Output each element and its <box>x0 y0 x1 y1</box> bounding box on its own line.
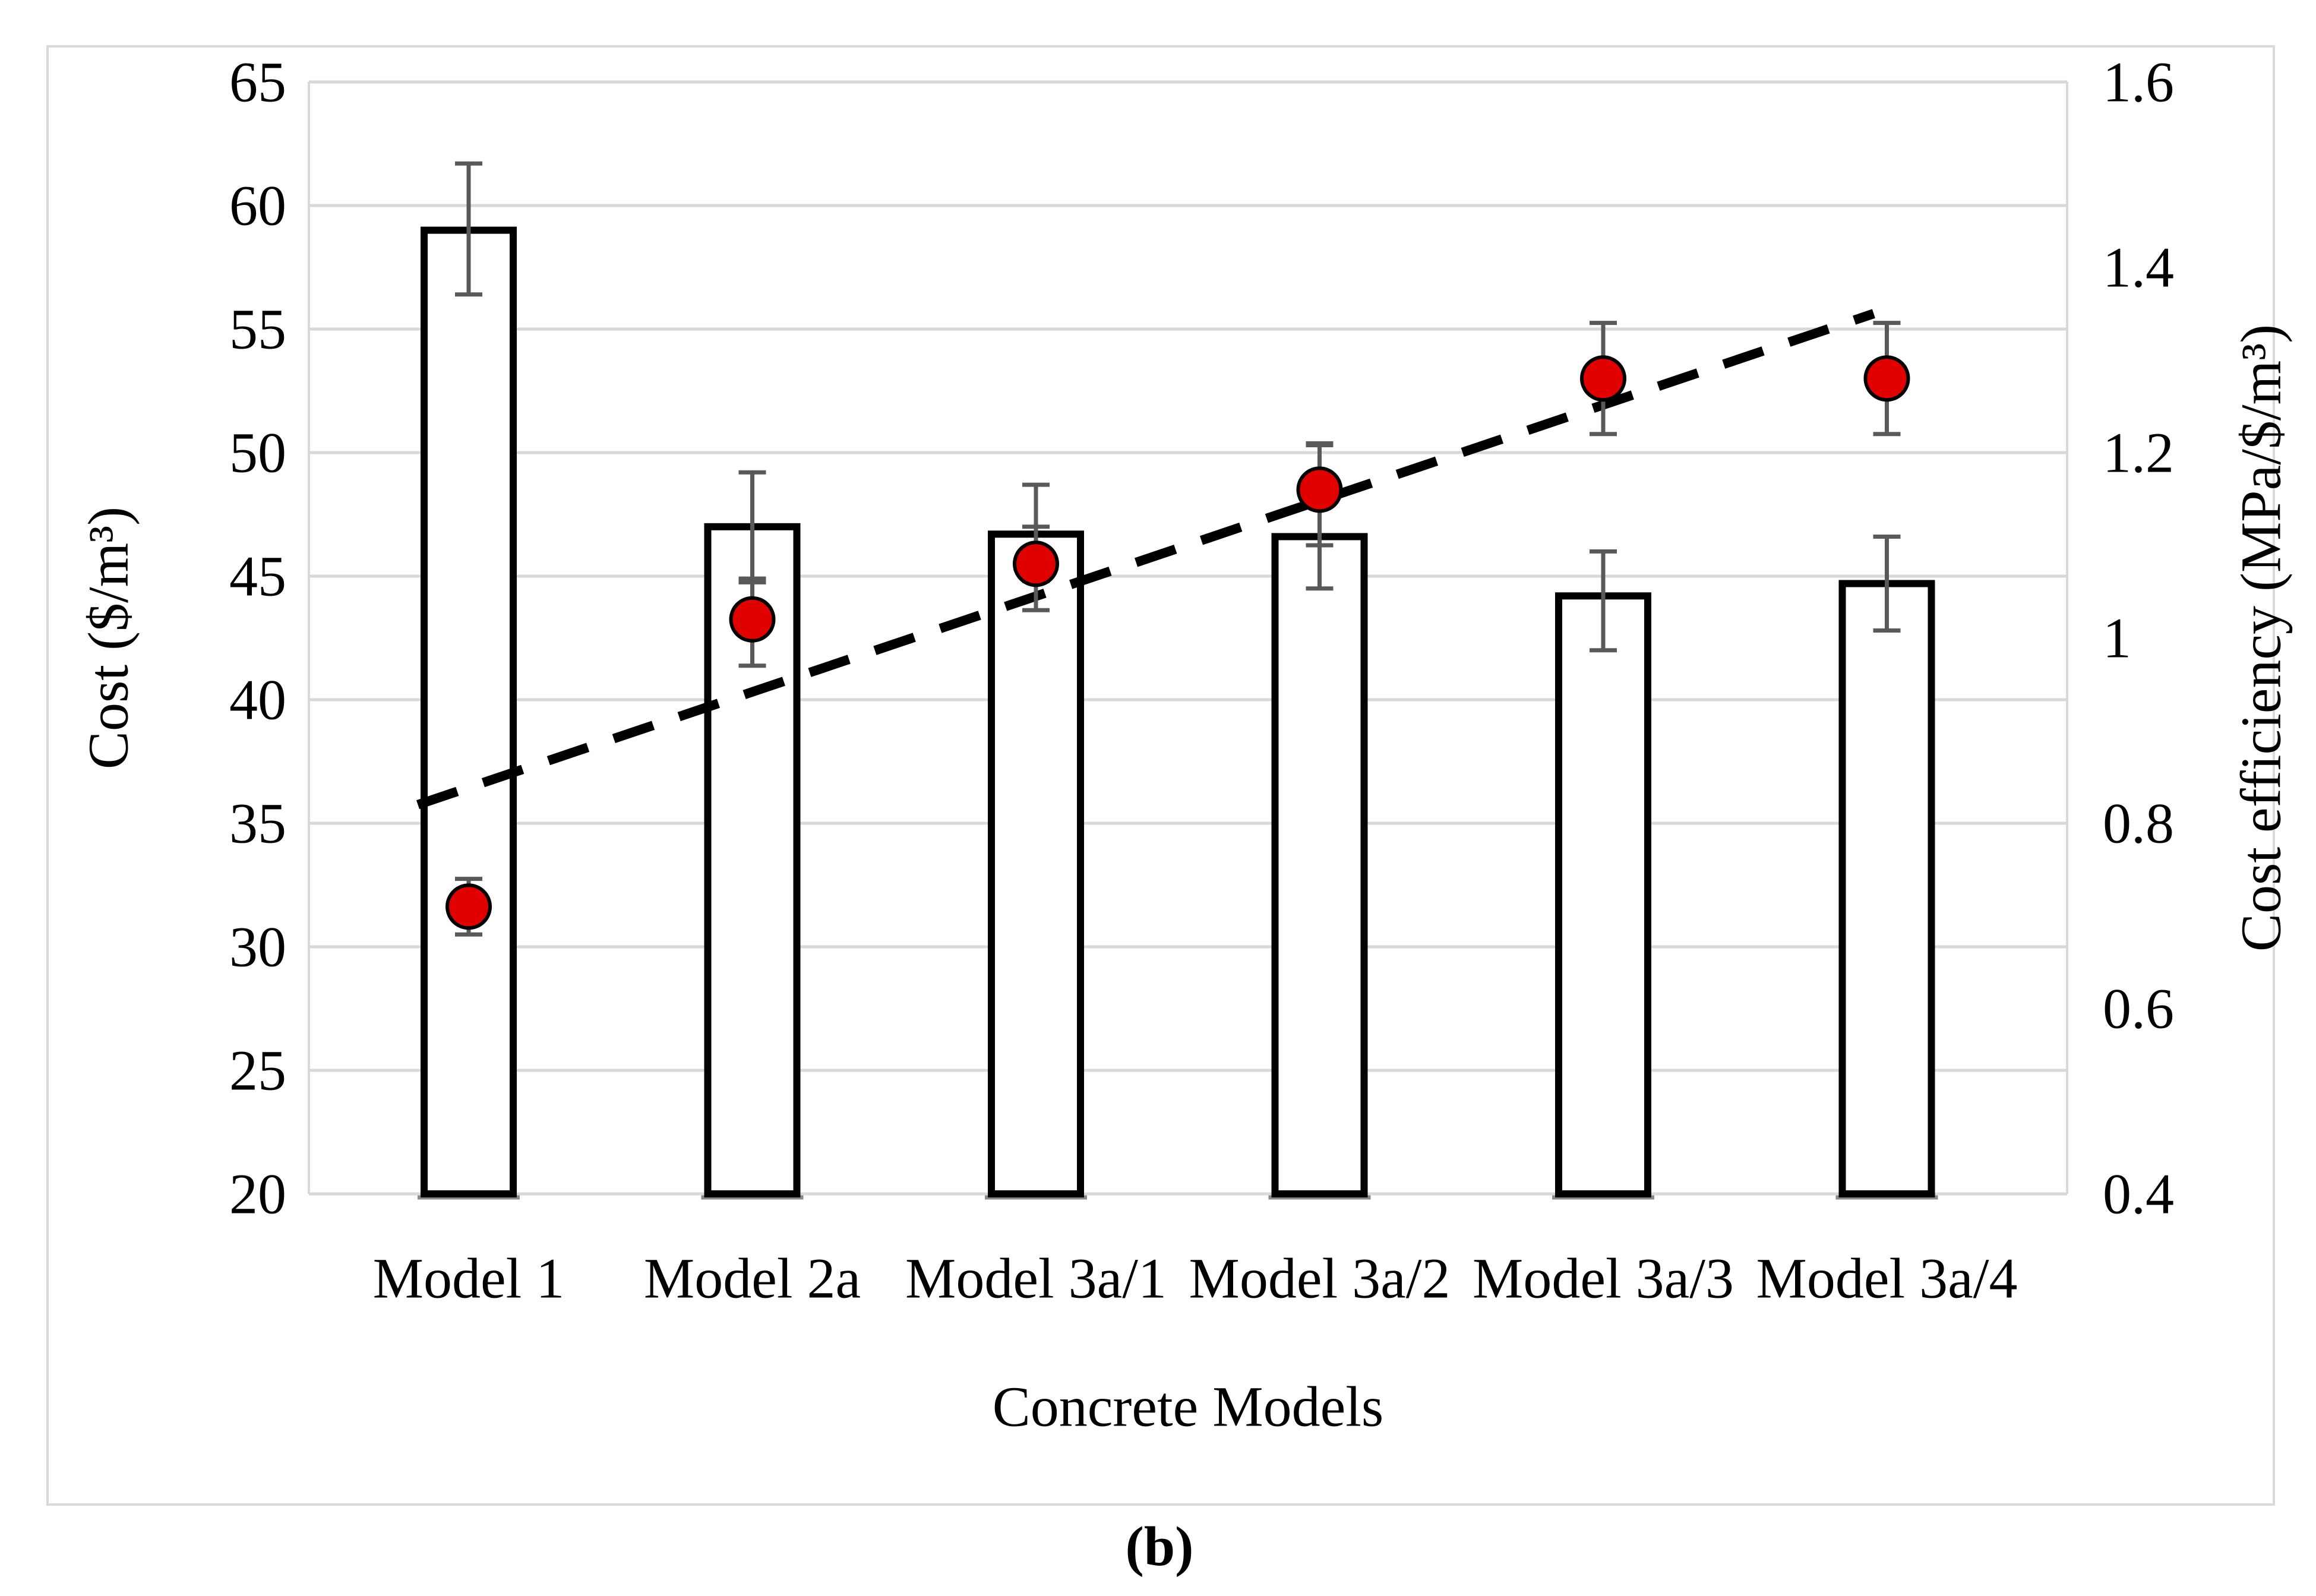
left-axis-tick-label: 30 <box>229 915 286 979</box>
category-label: Model 3a/3 <box>1473 1247 1734 1310</box>
right-axis-tick-label: 1.4 <box>2103 236 2174 299</box>
right-axis-tick-label: 0.4 <box>2103 1162 2174 1226</box>
cost-bar <box>704 523 801 1197</box>
efficiency-dot <box>1296 466 1343 513</box>
bars-layer <box>418 226 1938 1200</box>
efficiency-dot <box>1863 355 1910 402</box>
gridlines-layer <box>308 80 2068 1196</box>
left-axis-tick-label: 60 <box>229 174 286 238</box>
category-label: Model 3a/1 <box>905 1247 1167 1310</box>
right-axis-tick-label: 1.2 <box>2103 421 2174 485</box>
efficiency-dot <box>1013 541 1059 587</box>
efficiency-dot <box>445 883 492 930</box>
scatter-dots-layer <box>445 355 1910 930</box>
right-axis-tick-label: 1 <box>2103 606 2131 670</box>
left-axis-tick-label: 65 <box>229 50 286 114</box>
left-axis-tick-label: 50 <box>229 421 286 485</box>
left-axis-tick-label: 35 <box>229 792 286 855</box>
cost-bar <box>1271 533 1368 1198</box>
category-label: Model 2a <box>644 1247 861 1310</box>
cost-bar <box>1555 592 1651 1197</box>
right-axis-tick-label: 1.6 <box>2103 50 2174 114</box>
left-axis-tick-label: 40 <box>229 668 286 732</box>
efficiency-dot <box>1580 355 1626 402</box>
left-axis-tick-label: 45 <box>229 545 286 608</box>
left-axis-tick-label: 55 <box>229 298 286 361</box>
category-label: Model 1 <box>373 1247 565 1310</box>
left-axis-title: Cost ($/m³) <box>77 507 140 769</box>
trend-dashed-line <box>416 309 1875 810</box>
category-label: Model 3a/4 <box>1756 1247 2018 1310</box>
efficiency-dot <box>729 596 776 643</box>
figure-caption: (b) <box>1126 1516 1194 1578</box>
category-label: Model 3a/2 <box>1189 1247 1451 1310</box>
left-axis-tick-label: 20 <box>229 1162 286 1226</box>
tick-labels-layer: 65 60 55 50 45 40 35 30 25 20 1.6 1.4 1.2 1 0.8 0.6 0.4 M… <box>229 50 2174 1310</box>
cost-bar <box>421 226 517 1198</box>
left-axis-tick-label: 25 <box>229 1039 286 1102</box>
cost-bar <box>988 530 1084 1197</box>
right-axis-title: Cost efficiency (MPa/$/m³) <box>2229 324 2293 952</box>
x-axis-title: Concrete Models <box>993 1375 1384 1439</box>
cost-bar <box>1838 580 1935 1197</box>
right-axis-tick-label: 0.8 <box>2103 792 2174 855</box>
trendline-layer <box>416 309 1875 810</box>
right-axis-tick-label: 0.6 <box>2103 977 2174 1041</box>
